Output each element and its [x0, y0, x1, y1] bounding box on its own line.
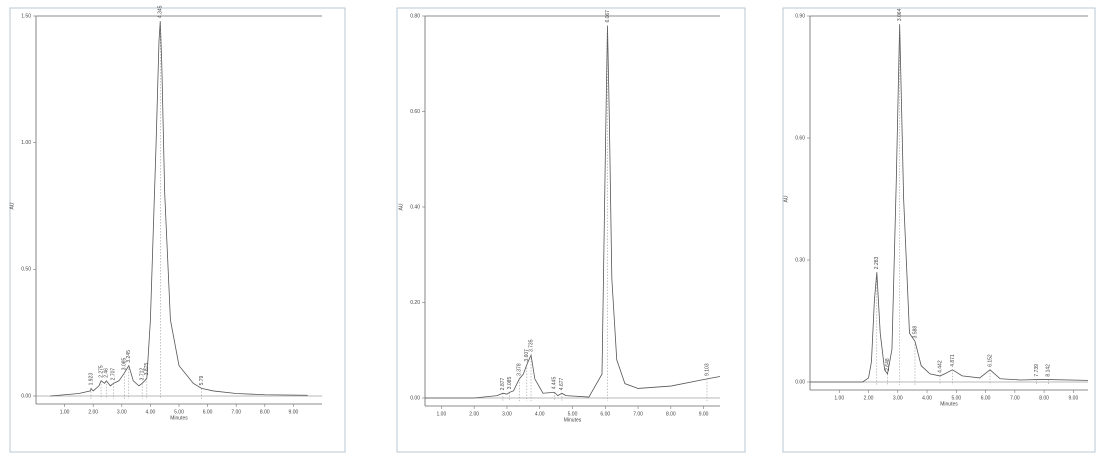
x-tick-label: 5.00 — [951, 395, 961, 401]
peak-label: 3.245 — [126, 350, 132, 363]
x-tick-label: 5.00 — [568, 411, 578, 417]
peak-label: 6.152 — [987, 354, 993, 367]
peak-label: 1.923 — [88, 373, 94, 386]
x-tick-label: 3.00 — [502, 411, 512, 417]
y-axis-label: AU — [398, 203, 404, 210]
y-tick-label: 0.00 — [410, 395, 420, 401]
y-tick-label: 0.20 — [410, 300, 420, 306]
x-tick-label: 4.00 — [535, 411, 545, 417]
y-tick-label: 0.50 — [21, 267, 31, 273]
x-tick-label: 9.00 — [289, 409, 299, 415]
chromatogram-line — [50, 21, 308, 397]
peak-label: 8.142 — [1046, 364, 1052, 377]
x-tick-label: 1.00 — [834, 395, 844, 401]
x-tick-label: 6.00 — [600, 411, 610, 417]
y-tick-label: 0.60 — [410, 109, 420, 115]
y-tick-label: 1.00 — [21, 140, 31, 146]
x-tick-label: 2.00 — [469, 411, 479, 417]
x-tick-label: 7.00 — [633, 411, 643, 417]
panel-frame — [396, 7, 746, 453]
x-tick-label: 2.00 — [864, 395, 874, 401]
x-axis-label: Minutes — [940, 401, 958, 407]
peak-label: 2.283 — [874, 256, 880, 269]
x-tick-label: 1.00 — [60, 409, 70, 415]
x-tick-label: 7.00 — [1010, 395, 1020, 401]
panel-frame — [782, 7, 1096, 453]
peak-label: 5.79 — [199, 375, 205, 385]
peak-label: 4.345 — [158, 5, 164, 18]
peak-label: 3.735 — [528, 339, 534, 352]
peak-label: 2.46 — [104, 368, 110, 378]
x-tick-label: 5.00 — [174, 409, 184, 415]
peak-label: 3.588 — [912, 326, 918, 339]
x-tick-label: 4.00 — [146, 409, 156, 415]
chromatogram-line — [810, 24, 1089, 383]
y-tick-label: 0.60 — [795, 135, 805, 141]
x-tick-label: 2.00 — [88, 409, 98, 415]
x-tick-label: 8.00 — [260, 409, 270, 415]
peak-label: 2.877 — [500, 377, 506, 390]
x-axis-label: Minutes — [564, 417, 582, 423]
x-tick-label: 9.00 — [1069, 395, 1079, 401]
peak-label: 4.677 — [559, 377, 565, 390]
y-axis-label: AU — [783, 195, 789, 202]
x-tick-label: 8.00 — [666, 411, 676, 417]
y-tick-label: 0.90 — [795, 13, 805, 19]
peak-label: 2.707 — [111, 368, 117, 381]
peak-label: 3.875 — [144, 363, 150, 376]
y-tick-label: 0.40 — [410, 204, 420, 210]
peak-label: 3.712 — [139, 368, 145, 381]
x-tick-label: 9.00 — [699, 411, 709, 417]
x-tick-label: 8.00 — [1039, 395, 1049, 401]
peak-label: 2.275 — [98, 365, 104, 378]
peak-label: 4.442 — [937, 360, 943, 373]
y-tick-label: 0.30 — [795, 257, 805, 263]
x-tick-label: 6.00 — [203, 409, 213, 415]
x-tick-label: 1.00 — [437, 411, 447, 417]
x-tick-label: 4.00 — [922, 395, 932, 401]
peak-label: 9.103 — [704, 363, 710, 376]
y-tick-label: 0.80 — [410, 13, 420, 19]
peak-label: 4.871 — [950, 354, 956, 367]
peak-label: 7.739 — [1034, 364, 1040, 377]
peak-label: 3.085 — [507, 377, 513, 390]
peak-label: 3.064 — [897, 8, 903, 21]
y-tick-label: 0.00 — [21, 393, 31, 399]
x-tick-label: 6.00 — [981, 395, 991, 401]
panel-frame — [9, 7, 346, 453]
peak-label: 3.085 — [122, 357, 128, 370]
peak-label: 3.607 — [524, 349, 530, 362]
peak-label: 3.378 — [517, 363, 523, 376]
y-axis-label: AU — [9, 202, 15, 209]
x-axis-label: Minutes — [170, 415, 188, 421]
x-tick-label: 3.00 — [117, 409, 127, 415]
x-tick-label: 3.00 — [893, 395, 903, 401]
peak-label: 4.445 — [552, 377, 558, 390]
peak-label: 2.648 — [885, 358, 891, 371]
y-tick-label: 0.00 — [795, 379, 805, 385]
peak-label: 6.067 — [605, 10, 611, 23]
x-tick-label: 7.00 — [231, 409, 241, 415]
chromatogram-line — [425, 25, 721, 399]
y-tick-label: 1.50 — [21, 13, 31, 19]
